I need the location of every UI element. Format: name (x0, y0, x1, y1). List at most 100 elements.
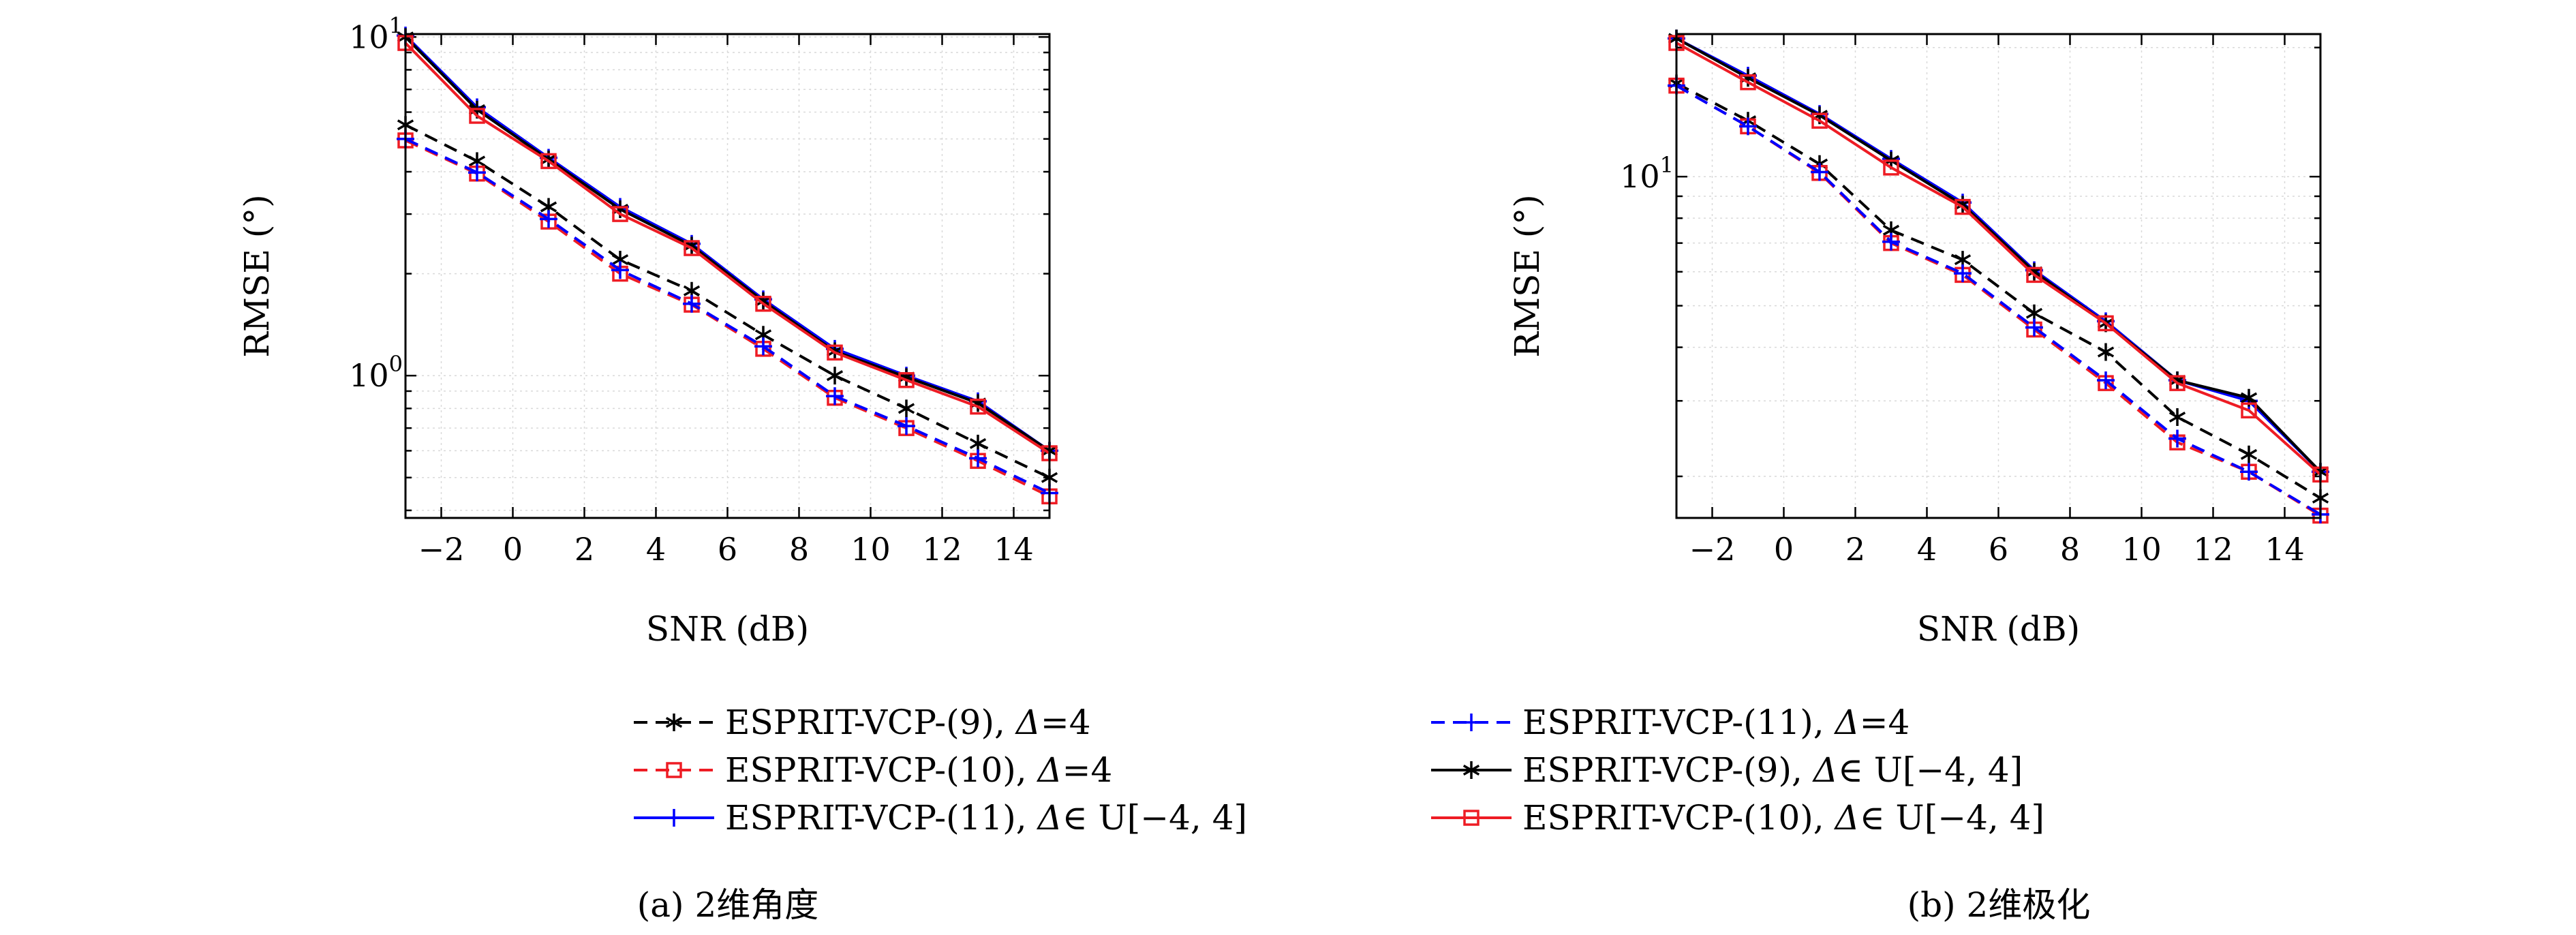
series-line-vcp9_u (404, 35, 1051, 453)
data-point-vcp11_d4 (1954, 264, 1972, 283)
x-tick-label: 8 (2060, 531, 2080, 568)
x-tick-label: 0 (1774, 531, 1794, 568)
legend-item: ESPRIT-VCP-(10), Δ∈ U[−4, 4] (1431, 798, 2044, 838)
data-point-vcp11_d4 (683, 294, 701, 313)
data-point-vcp10_u (469, 108, 485, 124)
data-point-vcp9_d4 (2168, 408, 2186, 426)
x-tick-label: 4 (1917, 531, 1937, 568)
series-line-vcp10_d4 (405, 139, 1050, 498)
legend-item: ESPRIT-VCP-(10), Δ=4 (634, 750, 1112, 790)
chart-panel: −2 0 2 4 6 8 10 12 14 100 101 SNR (dB) RMSE (°) (a) 2… (237, 12, 1058, 925)
x-tick-label: 14 (2265, 531, 2305, 568)
x-tick-label: 0 (503, 531, 523, 568)
x-tick-label: 10 (850, 531, 891, 568)
x-tick-label: 2 (574, 531, 594, 568)
legend-label: ESPRIT-VCP-(9), Δ=4 (725, 703, 1091, 742)
data-point-vcp10_u (970, 398, 986, 415)
series-line-vcp9_u (1676, 37, 2322, 473)
data-point-vcp10_u (827, 344, 843, 361)
x-tick-label: 14 (994, 531, 1034, 568)
x-tick-label: 12 (922, 531, 962, 568)
legend: ESPRIT-VCP-(9), Δ=4 ESPRIT-VCP-(11), Δ=4 E… (634, 703, 2044, 838)
legend-swatch-marker (1462, 714, 1480, 731)
series-line-vcp9_d4 (1676, 82, 2322, 500)
data-point-vcp9_u (683, 236, 701, 255)
series-line-vcp10_d4 (1676, 84, 2322, 517)
series-line-vcp10_u (1676, 42, 2322, 476)
legend-item: ESPRIT-VCP-(11), Δ=4 (1431, 703, 1910, 742)
series-line-vcp11_d4 (405, 138, 1050, 495)
data-point-vcp10_u (1954, 198, 1971, 215)
data-point-vcp10_u (2098, 315, 2114, 332)
data-point-vcp11_d4 (1739, 117, 1757, 136)
x-tick-label: 6 (1989, 531, 2008, 568)
data-point-vcp9_d4 (898, 399, 915, 418)
data-point-vcp9_d4 (2240, 445, 2258, 463)
data-point-vcp11_d4 (1811, 163, 1828, 181)
y-tick-label: 100 (349, 351, 403, 394)
legend-swatch-marker (1463, 810, 1479, 826)
data-point-vcp11_d4 (611, 261, 629, 279)
data-point-vcp11_d4 (2097, 371, 2115, 390)
data-point-vcp10_u (612, 206, 628, 222)
legend-swatch-marker (1462, 761, 1480, 779)
y-tick-label: 101 (349, 12, 403, 55)
x-tick-label: 10 (2121, 531, 2162, 568)
series-line-vcp10_u (404, 42, 1051, 455)
legend-label: ESPRIT-VCP-(10), Δ=4 (725, 750, 1112, 790)
data-point-vcp11_d4 (2025, 318, 2043, 337)
data-point-vcp11_d4 (2240, 463, 2258, 481)
data-point-vcp10_u (755, 295, 771, 312)
x-tick-label: 4 (646, 531, 666, 568)
x-tick-label: 12 (2193, 531, 2233, 568)
series-line-vcp9_d4 (405, 123, 1050, 479)
data-point-vcp11_d4 (1882, 232, 1900, 251)
legend-swatch-marker (665, 714, 683, 731)
chart-panel: −2 0 2 4 6 8 10 12 14 101 SNR (dB) RMSE (°) (b) 2维极化 (1507, 29, 2329, 925)
data-point-vcp11_d4 (754, 337, 772, 356)
panel-caption: (b) 2维极化 (1907, 885, 2091, 925)
legend-swatch-marker (665, 809, 683, 827)
data-point-vcp10_u (684, 240, 700, 256)
legend-label: ESPRIT-VCP-(10), Δ∈ U[−4, 4] (1522, 798, 2044, 838)
legend-label: ESPRIT-VCP-(11), Δ∈ U[−4, 4] (725, 798, 1247, 838)
data-point-vcp9_d4 (2097, 343, 2115, 361)
data-point-vcp11_d4 (826, 387, 844, 405)
series-line-vcp11_u (404, 34, 1051, 453)
data-point-vcp10_u (1811, 112, 1828, 129)
data-point-vcp11_d4 (468, 164, 486, 182)
x-tick-label: −2 (418, 531, 465, 568)
data-point-vcp9_d4 (826, 367, 844, 385)
data-point-vcp10_u (898, 372, 915, 388)
legend-label: ESPRIT-VCP-(9), Δ∈ U[−4, 4] (1522, 750, 2023, 790)
data-point-vcp9_u (1954, 196, 1972, 214)
panel-caption: (a) 2维角度 (637, 885, 819, 925)
series-line-vcp11_d4 (1676, 84, 2322, 516)
x-tick-label: 8 (789, 531, 809, 568)
data-point-vcp10_u (2026, 266, 2042, 283)
y-axis-label: RMSE (°) (1507, 194, 1547, 358)
data-point-vcp10_u (1883, 159, 1899, 176)
data-point-vcp11_d4 (2168, 429, 2186, 448)
x-tick-label: 6 (718, 531, 737, 568)
series-line-vcp11_u (1676, 37, 2322, 473)
data-point-vcp10_u (1740, 74, 1756, 91)
y-tick-label: 101 (1620, 152, 1674, 195)
legend-swatch-marker (666, 762, 682, 778)
data-point-vcp10_u (540, 153, 557, 170)
data-point-vcp11_d4 (540, 210, 557, 228)
x-tick-label: −2 (1689, 531, 1736, 568)
legend-item: ESPRIT-VCP-(9), Δ∈ U[−4, 4] (1431, 750, 2023, 790)
series-group (1668, 29, 2329, 524)
x-axis-label: SNR (dB) (1917, 609, 2080, 649)
legend-item: ESPRIT-VCP-(9), Δ=4 (634, 703, 1091, 742)
legend-label: ESPRIT-VCP-(11), Δ=4 (1522, 703, 1910, 742)
grid (1676, 34, 2320, 518)
data-point-vcp11_d4 (969, 449, 987, 468)
data-point-vcp11_d4 (898, 417, 915, 435)
data-point-vcp10_u (2241, 402, 2257, 418)
y-axis-label: RMSE (°) (237, 194, 277, 358)
x-tick-label: 2 (1845, 531, 1865, 568)
data-point-vcp10_u (2169, 375, 2186, 391)
